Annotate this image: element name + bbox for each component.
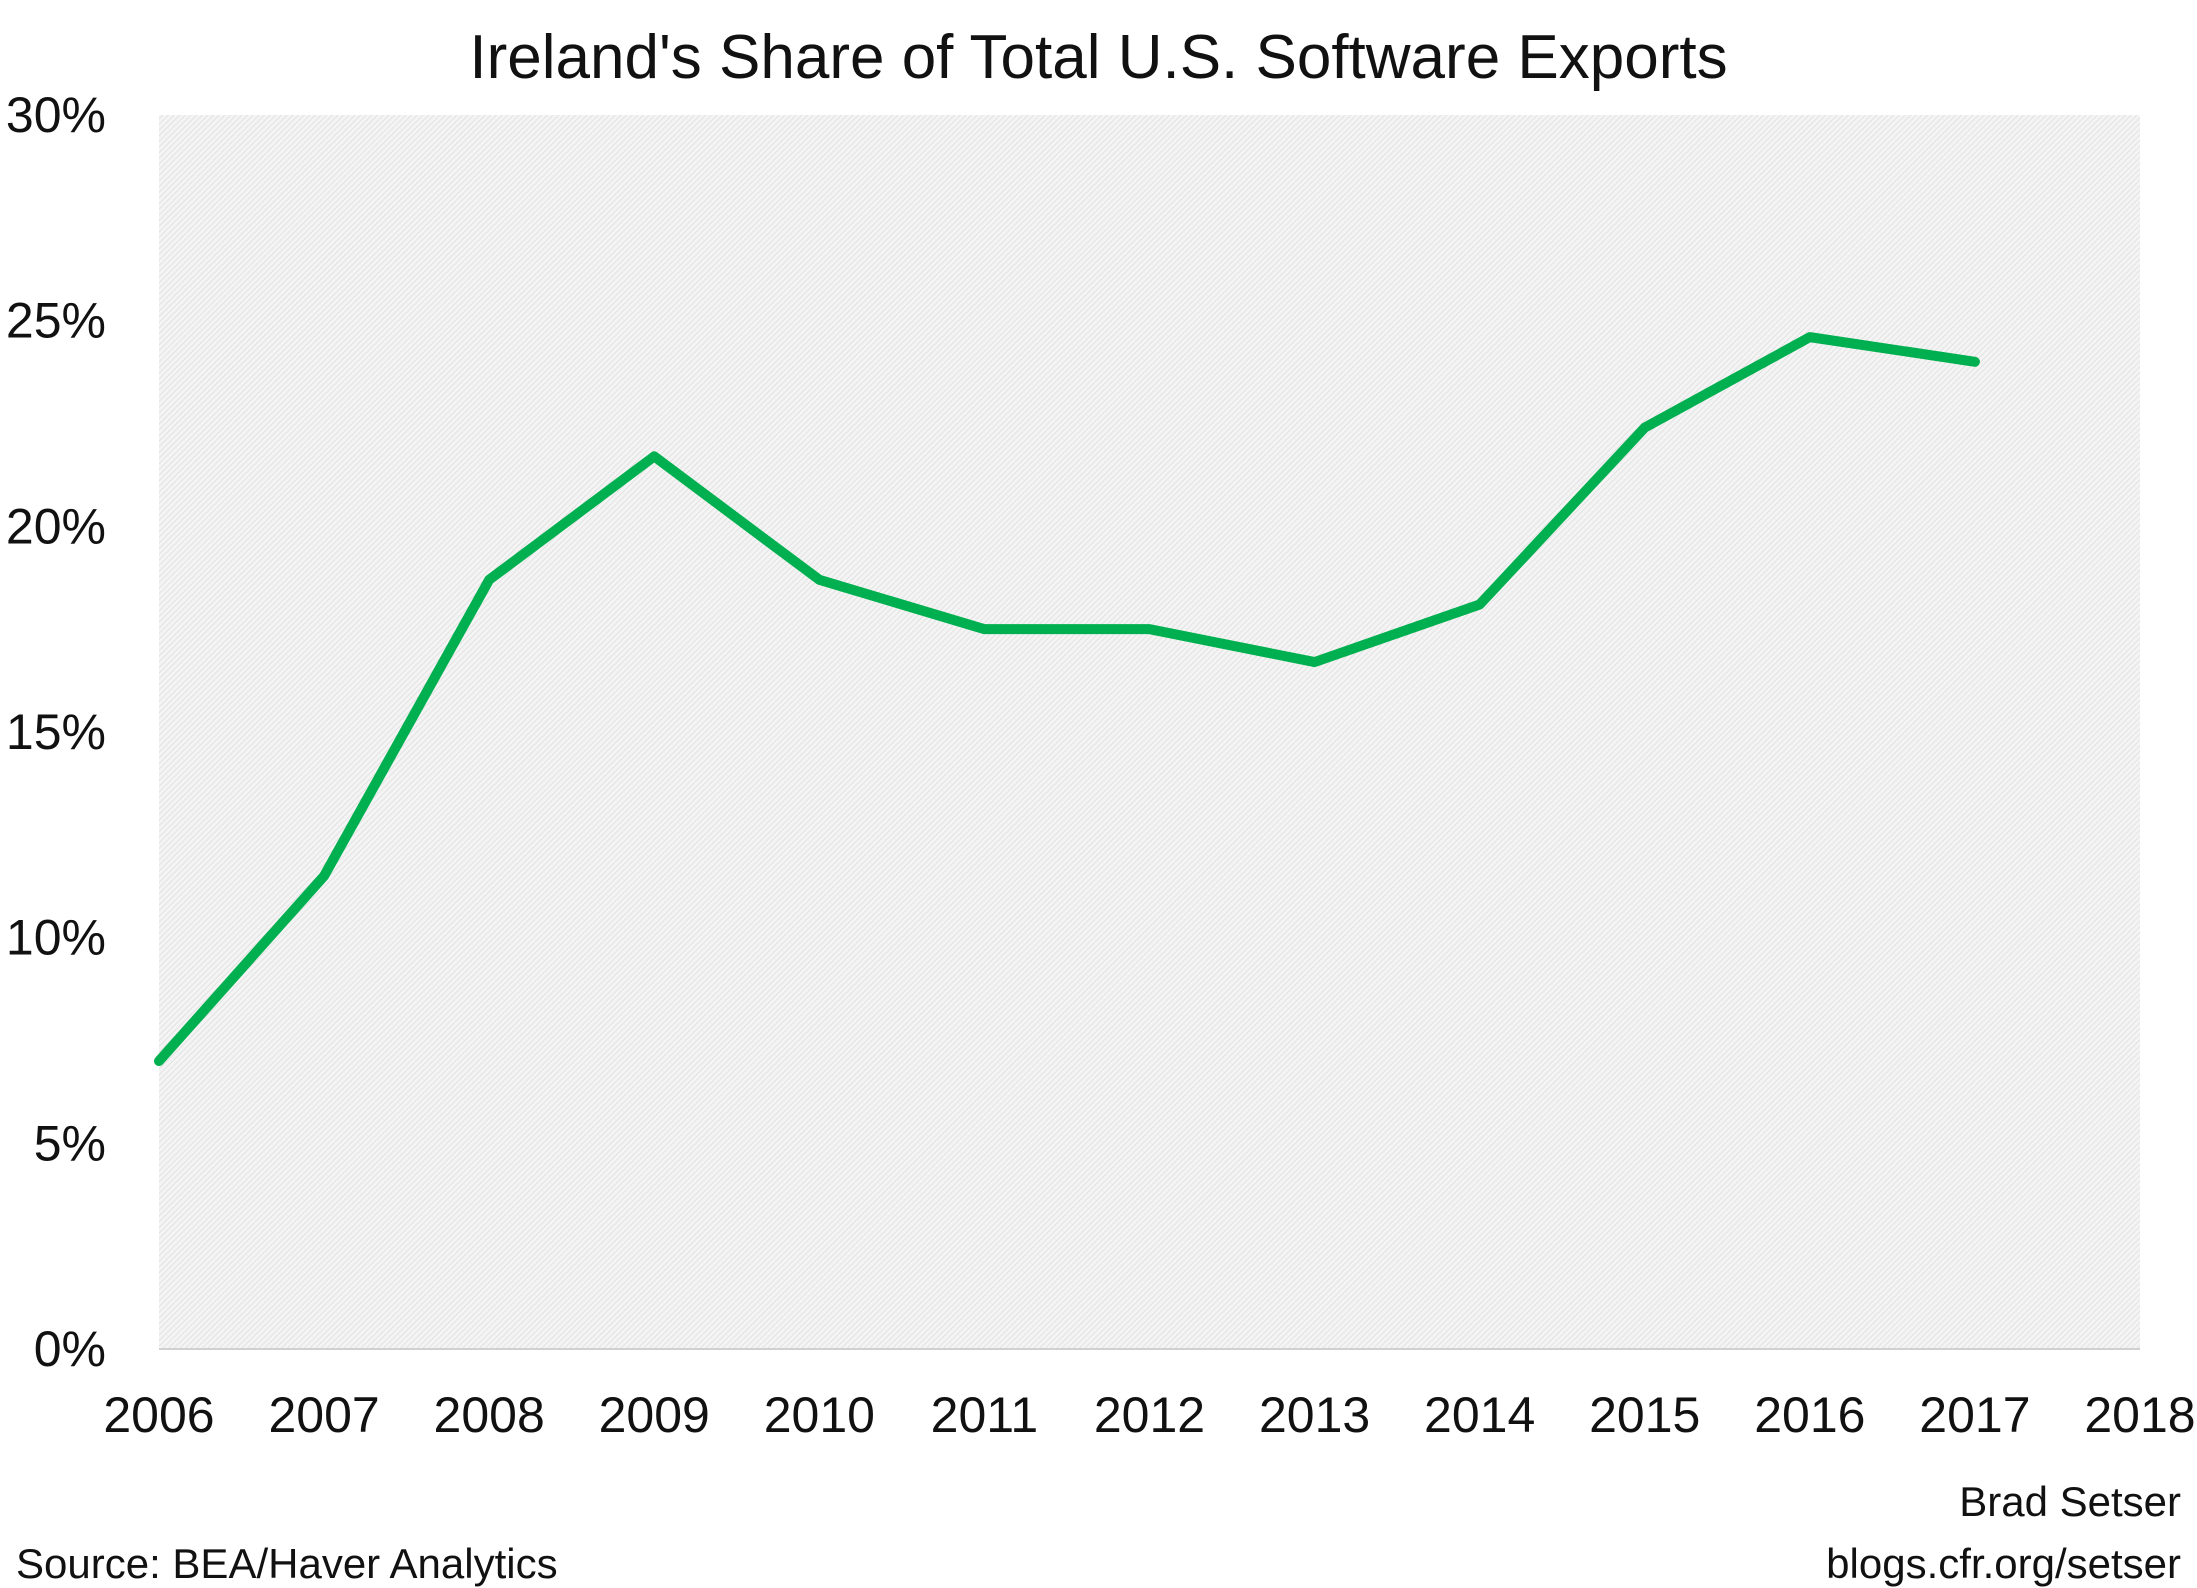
y-tick-label: 5%	[34, 1115, 106, 1171]
y-tick-label: 20%	[6, 498, 106, 554]
site-credit: blogs.cfr.org/setser	[1826, 1540, 2181, 1587]
x-tick-label: 2017	[1919, 1387, 2030, 1443]
x-tick-label: 2016	[1754, 1387, 1865, 1443]
x-tick-label: 2009	[599, 1387, 710, 1443]
y-tick-label: 0%	[34, 1321, 106, 1377]
x-tick-label: 2010	[764, 1387, 875, 1443]
chart-title: Ireland's Share of Total U.S. Software E…	[469, 23, 1728, 92]
x-tick-label: 2015	[1589, 1387, 1700, 1443]
x-tick-label: 2008	[434, 1387, 545, 1443]
y-tick-label: 25%	[6, 293, 106, 349]
source-note: Source: BEA/Haver Analytics	[16, 1540, 558, 1587]
x-tick-label: 2011	[931, 1387, 1039, 1443]
x-tick-label: 2018	[2084, 1387, 2195, 1443]
x-tick-label: 2013	[1259, 1387, 1370, 1443]
x-tick-label: 2014	[1424, 1387, 1535, 1443]
x-tick-label: 2007	[268, 1387, 379, 1443]
x-tick-label: 2012	[1094, 1387, 1205, 1443]
plot-area	[159, 115, 2140, 1349]
y-tick-label: 15%	[6, 704, 106, 760]
x-tick-label: 2006	[103, 1387, 214, 1443]
y-tick-label: 30%	[6, 87, 106, 143]
y-tick-label: 10%	[6, 910, 106, 966]
series-line	[154, 332, 1980, 1067]
author-credit: Brad Setser	[1959, 1478, 2181, 1525]
